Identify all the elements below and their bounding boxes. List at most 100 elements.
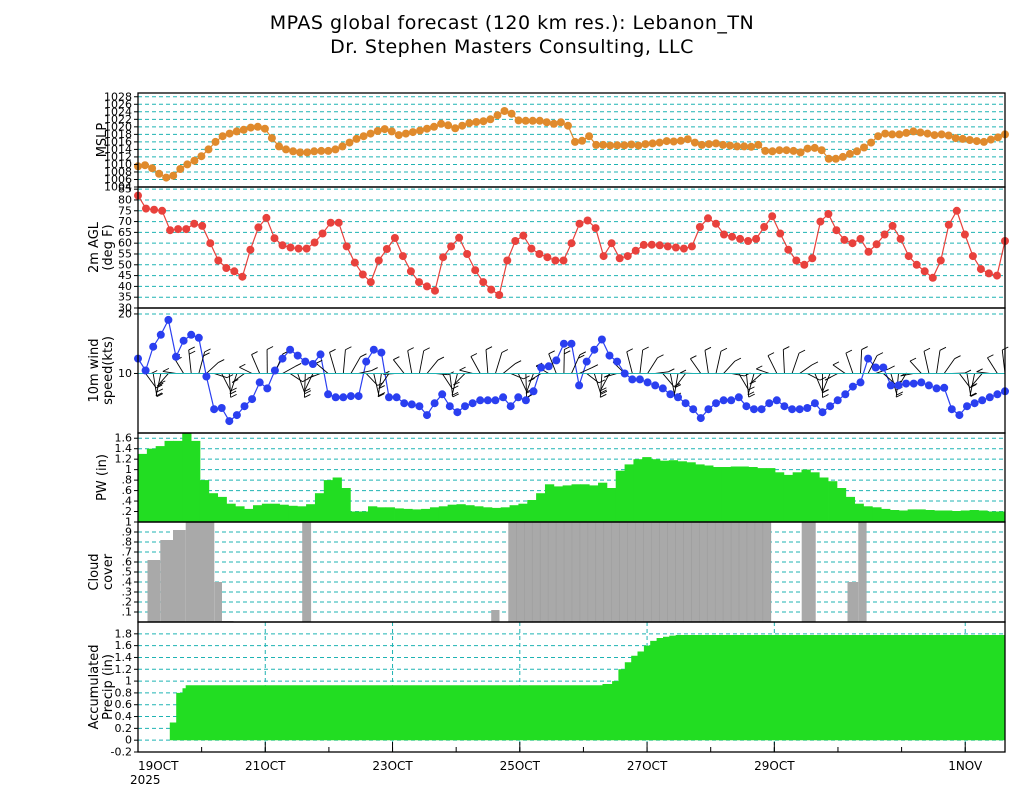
wind-barb xyxy=(213,373,228,379)
mslp-point xyxy=(282,145,290,154)
mslp-point xyxy=(387,127,396,136)
mslp-point xyxy=(775,146,784,155)
wind-barb-flag xyxy=(969,392,977,397)
wind-point xyxy=(377,348,386,357)
mslp-point xyxy=(204,145,213,154)
wind-point xyxy=(156,330,165,339)
wind-barb xyxy=(599,373,603,398)
wind-point xyxy=(301,357,310,366)
wind-barb-flag xyxy=(315,359,323,364)
wind-barb xyxy=(943,358,955,374)
wind-point xyxy=(902,379,911,388)
wind-barb-flag xyxy=(371,367,378,371)
wind-point xyxy=(582,357,591,366)
precip-tick-label: 0.8 xyxy=(115,686,133,699)
precip-ylabel2: Precip (in) xyxy=(101,654,116,720)
wind-barb-flag xyxy=(378,385,385,389)
wind-barb xyxy=(548,353,557,374)
pw-bar xyxy=(943,510,953,522)
temp-point xyxy=(728,232,737,241)
wind-barb xyxy=(738,373,749,391)
temp-point xyxy=(471,266,480,275)
temp-point xyxy=(575,219,584,228)
mslp-point xyxy=(895,130,904,139)
temp-point xyxy=(423,282,431,291)
temp-point xyxy=(591,224,600,233)
wind-barb-flag xyxy=(470,353,478,357)
temp-tick-label: 65 xyxy=(118,226,132,239)
mslp-point xyxy=(437,119,446,128)
wind-point xyxy=(978,396,987,405)
pw-tick-label: .4 xyxy=(122,495,133,508)
wind-barb xyxy=(936,350,941,374)
temp-point xyxy=(567,239,576,248)
pw-bar xyxy=(394,508,404,522)
pw-bar xyxy=(659,460,670,522)
pw-bar xyxy=(828,481,838,522)
pw-bar xyxy=(624,464,634,522)
panel-mslp xyxy=(134,107,1009,182)
wind-barb-flag xyxy=(377,393,385,398)
wind-point xyxy=(993,390,1002,399)
pw-bar xyxy=(288,505,298,522)
pw-bar xyxy=(810,472,820,522)
wind-barb xyxy=(662,373,675,387)
wind-barb xyxy=(860,349,863,374)
pw-bar xyxy=(306,504,316,522)
wind-point xyxy=(932,384,941,393)
wind-point xyxy=(438,390,447,399)
pw-bar xyxy=(474,506,484,522)
pw-bar xyxy=(314,493,325,522)
mslp-point xyxy=(979,137,988,146)
pw-bar xyxy=(173,440,183,522)
pw-bar xyxy=(341,488,351,522)
mslp-point xyxy=(444,121,453,130)
cloud-tick-label: .7 xyxy=(122,546,133,559)
wind-point xyxy=(179,336,188,345)
temp-point xyxy=(198,221,207,230)
mslp-point xyxy=(317,146,326,155)
wind-barb-flag xyxy=(329,348,336,353)
wind-point xyxy=(597,335,606,344)
wind-barb xyxy=(145,373,157,389)
wind-barb xyxy=(639,349,644,374)
mslp-point xyxy=(211,137,220,146)
wind-barb xyxy=(923,351,930,374)
temp-point xyxy=(639,240,648,249)
wind-point xyxy=(712,399,720,408)
mslp-point xyxy=(606,141,615,150)
pw-bar xyxy=(421,508,431,522)
wind-barb xyxy=(821,373,831,393)
pw-bar xyxy=(146,448,157,522)
temp-point xyxy=(687,242,696,251)
wind-barb-flag xyxy=(821,389,829,394)
wind-point xyxy=(407,400,416,409)
wind-point xyxy=(567,339,576,348)
mslp-point xyxy=(232,127,241,136)
temp-point xyxy=(318,229,327,238)
pw-bar xyxy=(713,467,723,522)
cloud-bar xyxy=(858,522,867,622)
temp-point xyxy=(920,267,929,276)
temp-point xyxy=(406,267,415,276)
mslp-point xyxy=(599,140,608,149)
wind-barb xyxy=(426,359,439,374)
wind-barb xyxy=(156,373,169,387)
mslp-point xyxy=(239,125,248,134)
temp-point xyxy=(607,239,616,248)
wind-barbs xyxy=(138,346,1009,398)
wind-point xyxy=(316,350,325,359)
wind-point xyxy=(620,369,629,378)
pw-bar xyxy=(385,507,395,522)
pw-bar xyxy=(960,510,971,522)
wind-point xyxy=(529,387,538,396)
wind-barb-flag xyxy=(528,377,535,382)
mslp-point xyxy=(916,128,925,137)
wind-barb-flag xyxy=(642,346,649,351)
precip-tick-label: 1.8 xyxy=(115,627,133,640)
wind-point xyxy=(917,378,926,387)
mslp-point xyxy=(155,169,164,178)
wind-barb-flag xyxy=(162,367,170,372)
temp-point xyxy=(278,241,287,250)
wind-barb-flag xyxy=(970,383,978,387)
